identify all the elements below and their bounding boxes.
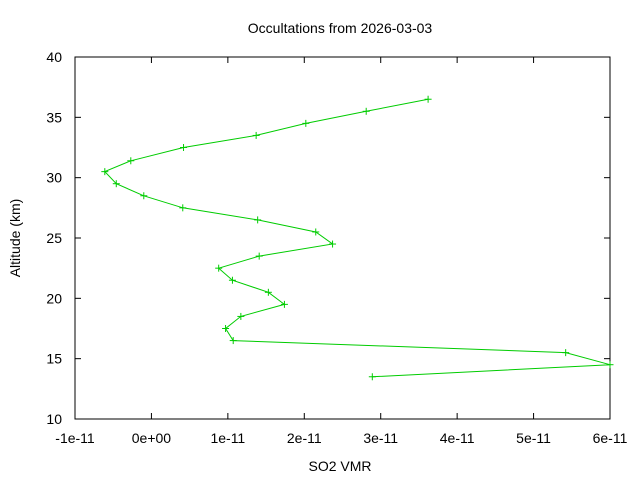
x-axis-label: SO2 VMR — [308, 458, 371, 474]
y-tick-labels: 10 15 20 25 30 35 40 — [46, 49, 62, 427]
data-point — [312, 228, 320, 236]
x-tick-label: 2e-11 — [287, 430, 322, 446]
data-point — [255, 252, 263, 260]
data-point — [424, 95, 432, 103]
x-tick-label: 0e+00 — [132, 430, 172, 446]
data-point — [229, 337, 237, 345]
plot-border — [74, 56, 611, 420]
x-tick-label: 5e-11 — [516, 430, 551, 446]
data-point — [237, 312, 245, 320]
y-tick-label: 10 — [46, 411, 62, 427]
data-point — [362, 107, 370, 115]
data-point — [179, 204, 187, 212]
chart-title: Occultations from 2026-03-03 — [248, 20, 433, 36]
data-point — [140, 192, 148, 200]
data-point — [228, 276, 236, 284]
x-tick-label: -1e-11 — [55, 430, 95, 446]
y-axis-label: Altitude (km) — [7, 199, 23, 278]
axis-ticks — [74, 56, 611, 420]
data-point — [252, 131, 260, 139]
data-point — [180, 144, 188, 151]
x-tick-label: 6e-11 — [593, 430, 628, 446]
series-line — [103, 98, 611, 378]
data-point — [280, 300, 288, 308]
data-point — [254, 216, 262, 224]
y-tick-label: 30 — [46, 170, 62, 186]
x-tick-label: 3e-11 — [363, 430, 398, 446]
data-point — [215, 264, 223, 272]
data-point — [368, 373, 376, 381]
plot-frame — [74, 56, 611, 420]
data-point — [264, 288, 272, 296]
data-point — [329, 240, 337, 248]
y-tick-label: 35 — [46, 109, 62, 125]
data-point — [112, 180, 120, 188]
data-point — [562, 349, 570, 357]
data-point — [606, 361, 614, 369]
y-tick-label: 40 — [46, 49, 62, 65]
data-point — [101, 168, 109, 176]
data-series — [101, 95, 614, 381]
data-point — [302, 119, 310, 127]
x-tick-label: 4e-11 — [440, 430, 475, 446]
y-tick-label: 15 — [46, 351, 62, 367]
y-tick-label: 25 — [46, 230, 62, 246]
data-point — [222, 325, 230, 332]
x-tick-labels: -1e-11 0e+00 1e-11 2e-11 3e-11 4e-11 5e-11 6e-1… — [55, 430, 627, 446]
y-tick-label: 20 — [46, 290, 62, 306]
x-tick-label: 1e-11 — [210, 430, 245, 446]
data-point — [127, 157, 135, 165]
